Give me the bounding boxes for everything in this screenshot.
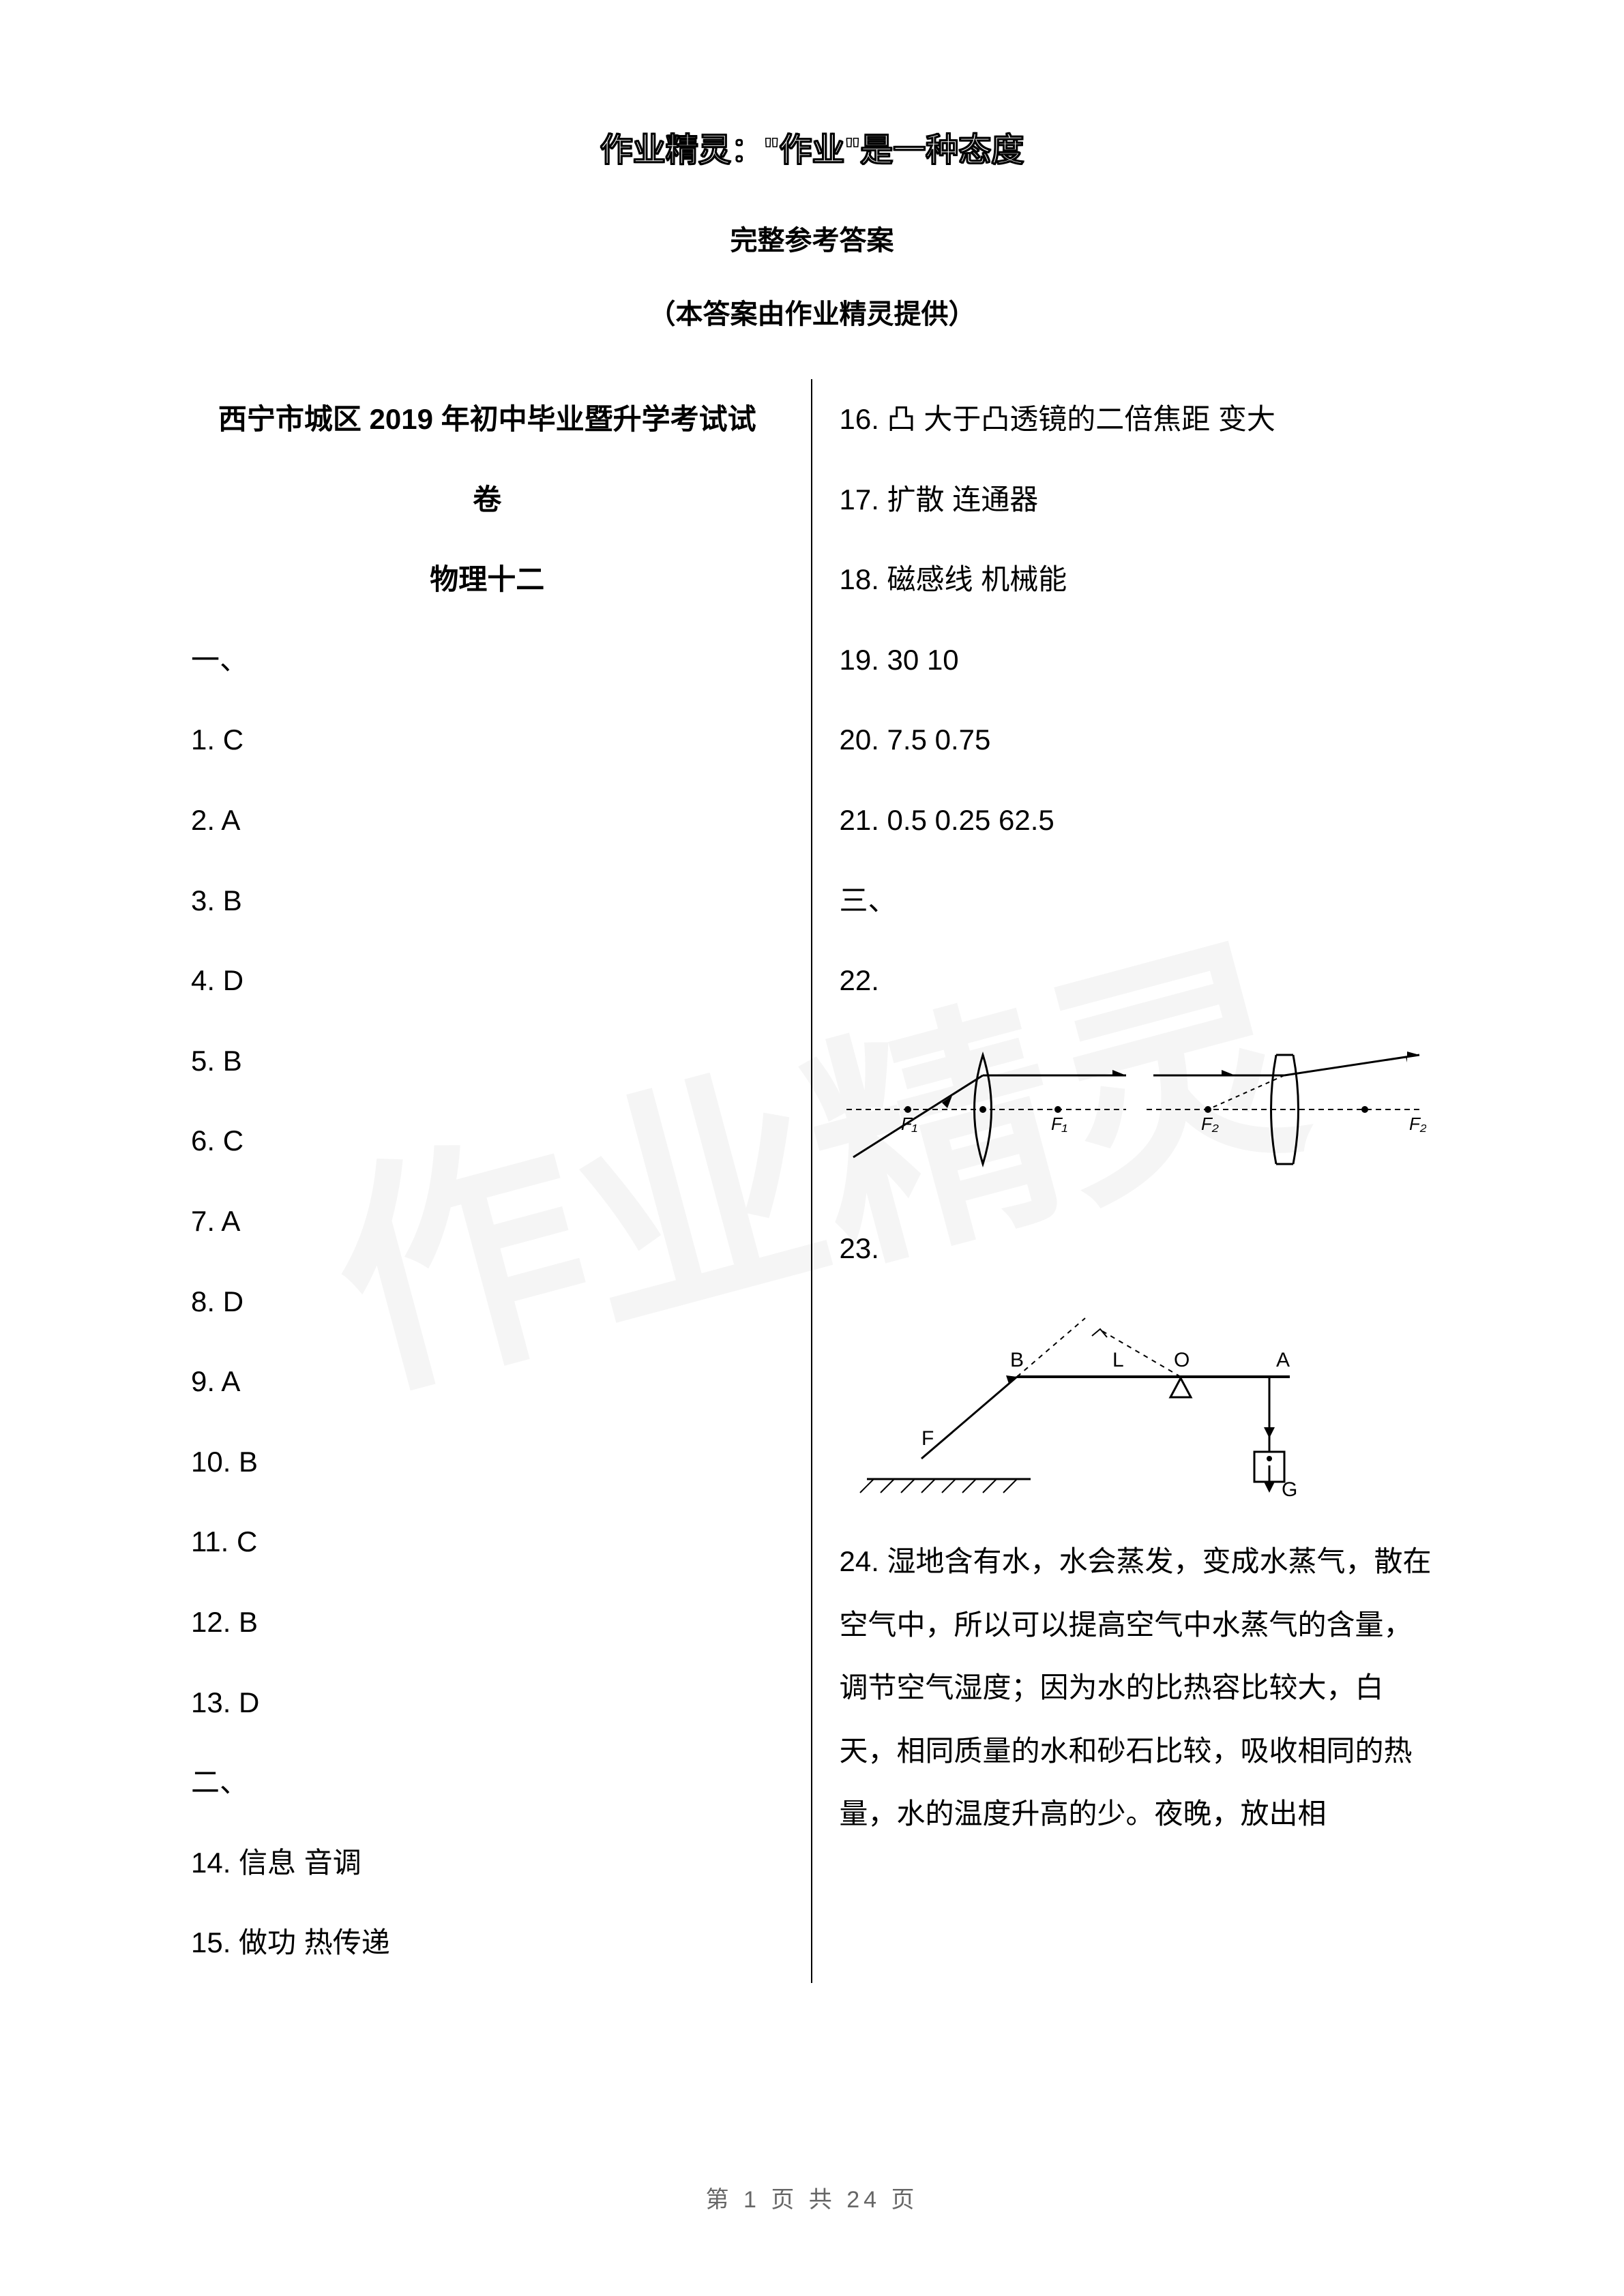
svg-text:O: O xyxy=(1174,1349,1190,1371)
subject-title: 物理十二 xyxy=(191,539,784,620)
q22-label: 22. xyxy=(840,940,1434,1021)
answer-item: 13. D xyxy=(191,1663,784,1743)
answer-item: 12. B xyxy=(191,1582,784,1663)
answer-item: 17. 扩散 连通器 xyxy=(840,460,1434,540)
left-column: 西宁市城区 2019 年初中毕业暨升学考试试 卷 物理十二 一、 1. C 2.… xyxy=(164,379,812,1983)
q23-label: 23. xyxy=(840,1208,1434,1289)
page-current: 1 xyxy=(743,2187,761,2213)
svg-text:F₁: F₁ xyxy=(1051,1114,1067,1134)
svg-text:L: L xyxy=(1112,1349,1124,1371)
svg-text:A: A xyxy=(1276,1349,1290,1371)
svg-text:F₁: F₁ xyxy=(901,1114,917,1134)
section-3-head: 三、 xyxy=(840,861,1434,941)
content-columns: 西宁市城区 2019 年初中毕业暨升学考试试 卷 物理十二 一、 1. C 2.… xyxy=(164,379,1460,1983)
answer-item: 18. 磁感线 机械能 xyxy=(840,539,1434,620)
answer-item: 6. C xyxy=(191,1101,784,1181)
page-footer: 第 1 页 共 24 页 xyxy=(0,2181,1624,2214)
section-1-head: 一、 xyxy=(191,620,784,700)
answer-item: 15. 做功 热传递 xyxy=(191,1903,784,1983)
provider-note: （本答案由作业精灵提供） xyxy=(164,292,1460,331)
answer-item: 11. C xyxy=(191,1502,784,1582)
svg-text:F₂: F₂ xyxy=(1409,1114,1426,1134)
answer-item: 5. B xyxy=(191,1021,784,1101)
brand-header: 作业精灵："作业"是一种态度 xyxy=(164,123,1460,170)
answer-item: 7. A xyxy=(191,1181,784,1262)
svg-text:F: F xyxy=(921,1427,934,1450)
svg-text:G: G xyxy=(1282,1478,1297,1501)
page-total: 24 xyxy=(846,2187,881,2213)
exam-title-line1: 西宁市城区 2019 年初中毕业暨升学考试试 xyxy=(191,379,784,460)
answer-item: 4. D xyxy=(191,940,784,1021)
svg-text:B: B xyxy=(1010,1349,1024,1371)
answer-item: 19. 30 10 xyxy=(840,620,1434,700)
ground-icon xyxy=(860,1479,1031,1493)
answer-item: 16. 凸 大于凸透镜的二倍焦距 变大 xyxy=(840,379,1434,460)
answer-item: 2. A xyxy=(191,780,784,861)
q24-text: 24. 湿地含有水，水会蒸发，变成水蒸气，散在空气中，所以可以提高空气中水蒸气的… xyxy=(840,1530,1434,1845)
main-title: 完整参考答案 xyxy=(164,218,1460,258)
right-column: 16. 凸 大于凸透镜的二倍焦距 变大 17. 扩散 连通器 18. 磁感线 机… xyxy=(812,379,1461,1983)
answer-item: 14. 信息 音调 xyxy=(191,1823,784,1903)
concave-lens-icon: F₂ F₂ xyxy=(1147,1052,1426,1164)
diagram-22-lens: F₁ F₁ xyxy=(840,1034,1434,1188)
answer-item: 9. A xyxy=(191,1341,784,1422)
svg-text:F₂: F₂ xyxy=(1201,1114,1219,1134)
convex-lens-icon: F₁ F₁ xyxy=(846,1055,1126,1164)
section-2-head: 二、 xyxy=(191,1742,784,1823)
exam-title-line2: 卷 xyxy=(191,460,784,540)
answer-item: 10. B xyxy=(191,1422,784,1502)
answer-item: 8. D xyxy=(191,1262,784,1342)
answer-item: 20. 7.5 0.75 xyxy=(840,700,1434,780)
diagram-23-lever: B L O A F G xyxy=(840,1302,1434,1510)
answer-item: 1. C xyxy=(191,700,784,780)
answer-item: 3. B xyxy=(191,861,784,941)
answer-item: 21. 0.5 0.25 62.5 xyxy=(840,780,1434,861)
